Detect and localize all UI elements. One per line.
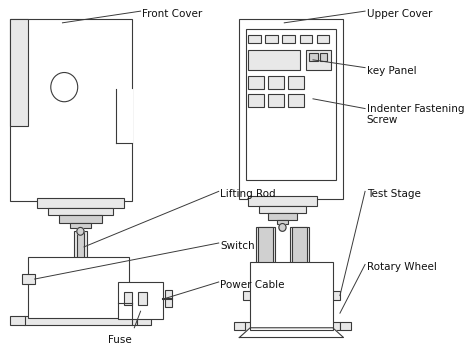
Bar: [10, 19, 28, 126]
Bar: [234, 322, 245, 330]
Bar: [138, 292, 147, 305]
Bar: [70, 222, 91, 228]
Text: Indenter Fastening
Screw: Indenter Fastening Screw: [367, 104, 465, 125]
Bar: [248, 94, 264, 107]
Bar: [74, 231, 87, 282]
Bar: [34, 279, 127, 289]
Bar: [77, 231, 84, 282]
Bar: [300, 35, 312, 43]
Bar: [265, 35, 278, 43]
Bar: [268, 76, 284, 89]
Text: Test Stage: Test Stage: [367, 189, 421, 200]
Bar: [317, 35, 329, 43]
Bar: [248, 76, 264, 89]
Text: Switch: Switch: [220, 241, 255, 251]
Text: key Panel: key Panel: [367, 66, 417, 76]
Bar: [292, 306, 307, 324]
Bar: [239, 19, 343, 199]
Bar: [250, 262, 333, 330]
Bar: [288, 94, 304, 107]
Bar: [290, 306, 310, 324]
Circle shape: [279, 223, 286, 231]
Bar: [277, 220, 288, 225]
Bar: [10, 316, 25, 325]
Text: Power Cable: Power Cable: [220, 280, 285, 290]
Bar: [165, 290, 172, 307]
Bar: [258, 306, 273, 324]
Bar: [22, 274, 35, 284]
Bar: [248, 196, 317, 206]
Bar: [290, 227, 310, 294]
Bar: [268, 94, 284, 107]
Bar: [292, 227, 307, 294]
Bar: [59, 215, 102, 222]
Bar: [283, 35, 295, 43]
Bar: [124, 292, 133, 305]
Bar: [10, 19, 132, 201]
Circle shape: [77, 227, 84, 235]
Bar: [37, 198, 124, 208]
Bar: [255, 306, 275, 324]
Text: Upper Cover: Upper Cover: [367, 9, 432, 19]
Bar: [48, 208, 113, 215]
Bar: [243, 291, 340, 301]
Bar: [78, 295, 83, 319]
Bar: [24, 316, 137, 325]
Bar: [248, 50, 301, 70]
Bar: [248, 35, 261, 43]
Polygon shape: [239, 328, 344, 338]
Bar: [320, 53, 328, 61]
Bar: [288, 76, 304, 89]
Text: Front Cover: Front Cover: [142, 9, 202, 19]
Bar: [243, 322, 340, 330]
Text: Fuse: Fuse: [108, 335, 132, 345]
Bar: [255, 227, 275, 294]
Bar: [306, 50, 331, 70]
Bar: [310, 53, 319, 61]
Bar: [116, 89, 132, 143]
Bar: [46, 289, 115, 295]
Text: Lifting Rod: Lifting Rod: [220, 189, 276, 200]
Bar: [75, 295, 86, 319]
Bar: [259, 206, 306, 213]
Bar: [246, 29, 337, 180]
Bar: [340, 322, 351, 330]
Bar: [118, 282, 163, 319]
Text: Rotary Wheel: Rotary Wheel: [367, 262, 437, 272]
Bar: [258, 227, 273, 294]
Bar: [137, 316, 151, 325]
Bar: [254, 301, 329, 306]
Bar: [28, 257, 129, 318]
Bar: [268, 213, 297, 220]
